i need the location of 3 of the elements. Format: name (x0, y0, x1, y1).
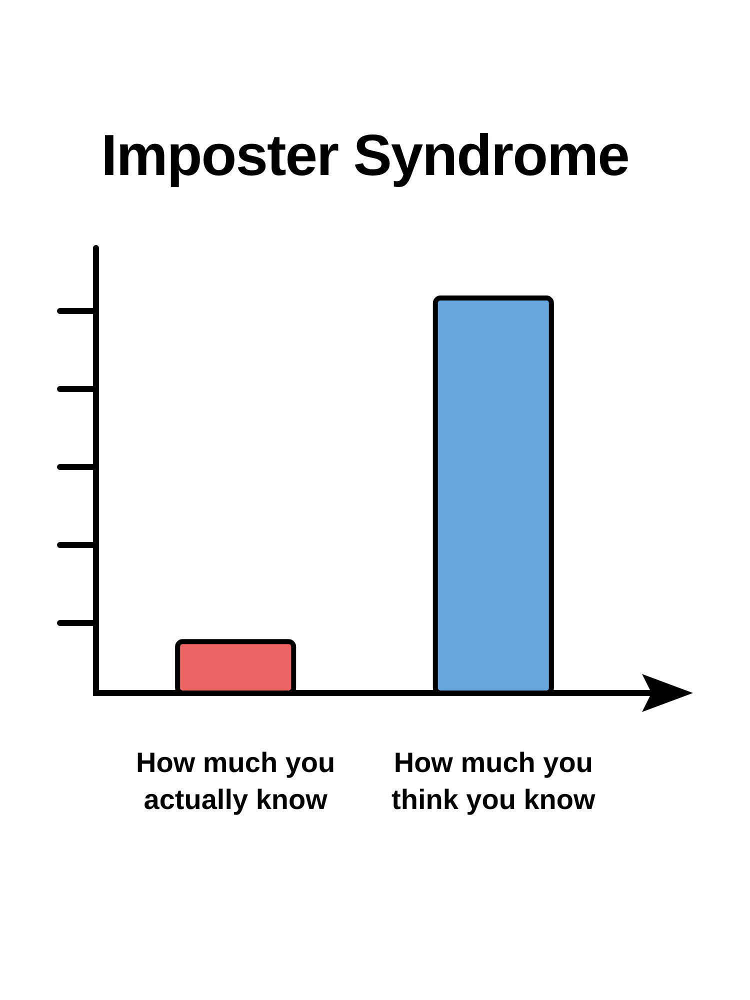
chart-title: Imposter Syndrome (101, 123, 629, 188)
x-tick-label: How much you think you know (392, 747, 596, 815)
x-tick-label: How much you actually know (136, 747, 336, 815)
